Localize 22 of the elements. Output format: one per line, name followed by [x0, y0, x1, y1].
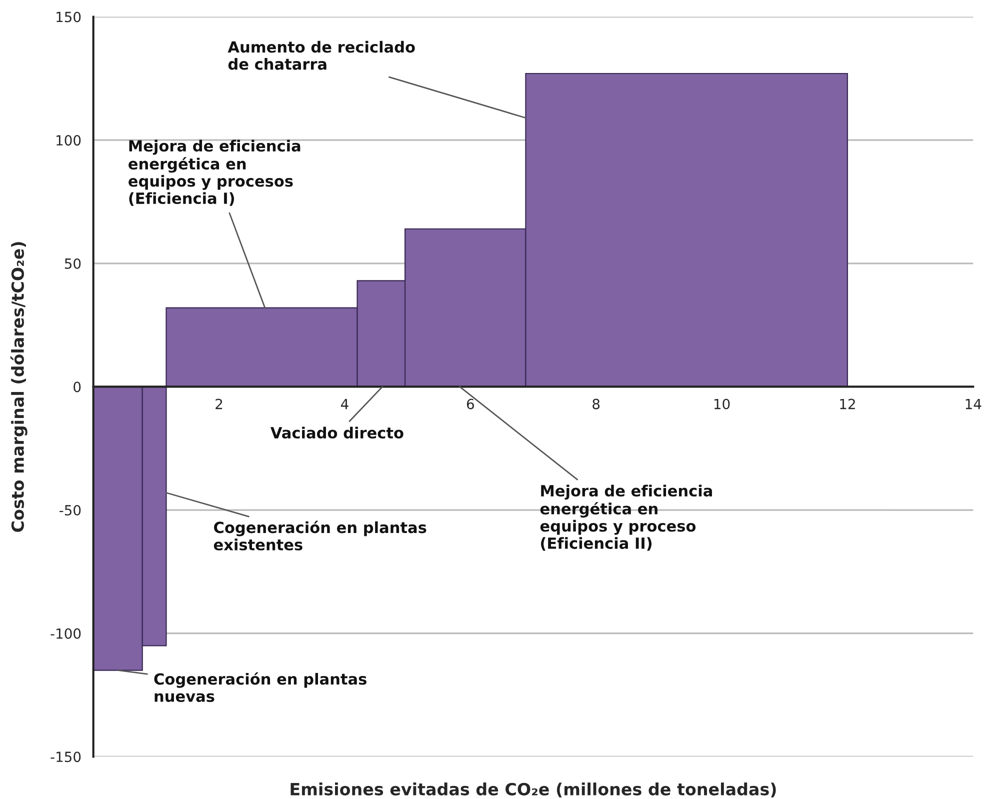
y-tick-label: 150 — [56, 12, 81, 22]
x-tick-label: 6 — [466, 398, 474, 410]
x-tick-label: 12 — [840, 398, 855, 410]
x-tick-label: 10 — [714, 398, 730, 410]
annotation: Aumento de reciclado de chatarra — [228, 40, 415, 70]
x-axis-title: Emisiones evitadas de CO₂e (millones de toneladas) — [290, 782, 776, 798]
x-tick-label: 4 — [340, 398, 348, 410]
y-tick-label: 100 — [56, 135, 81, 146]
y-tick-label: -100 — [50, 628, 81, 639]
annotation: Mejora de eficiencia energética en equipos y procesos (Eficiencia I) — [128, 140, 300, 206]
annotation: Mejora de eficiencia energética en equipos y proceso (Eficiencia II) — [540, 484, 712, 551]
x-tick-label: 14 — [966, 398, 982, 410]
y-tick-label: 50 — [64, 258, 81, 269]
x-tick-label: 2 — [216, 398, 222, 410]
y-tick-label: 0 — [74, 382, 81, 392]
annotation: Cogeneración en plantas nuevas — [154, 672, 366, 702]
annotation: Cogeneración en plantas existentes — [214, 520, 426, 550]
y-tick-label: -150 — [50, 752, 81, 762]
annotation: Vaciado directo — [270, 426, 404, 439]
y-axis-title: Costo marginal (dólares/tCO₂e) — [10, 242, 28, 532]
x-tick-label: 8 — [592, 398, 600, 410]
y-tick-label: -50 — [60, 504, 81, 516]
